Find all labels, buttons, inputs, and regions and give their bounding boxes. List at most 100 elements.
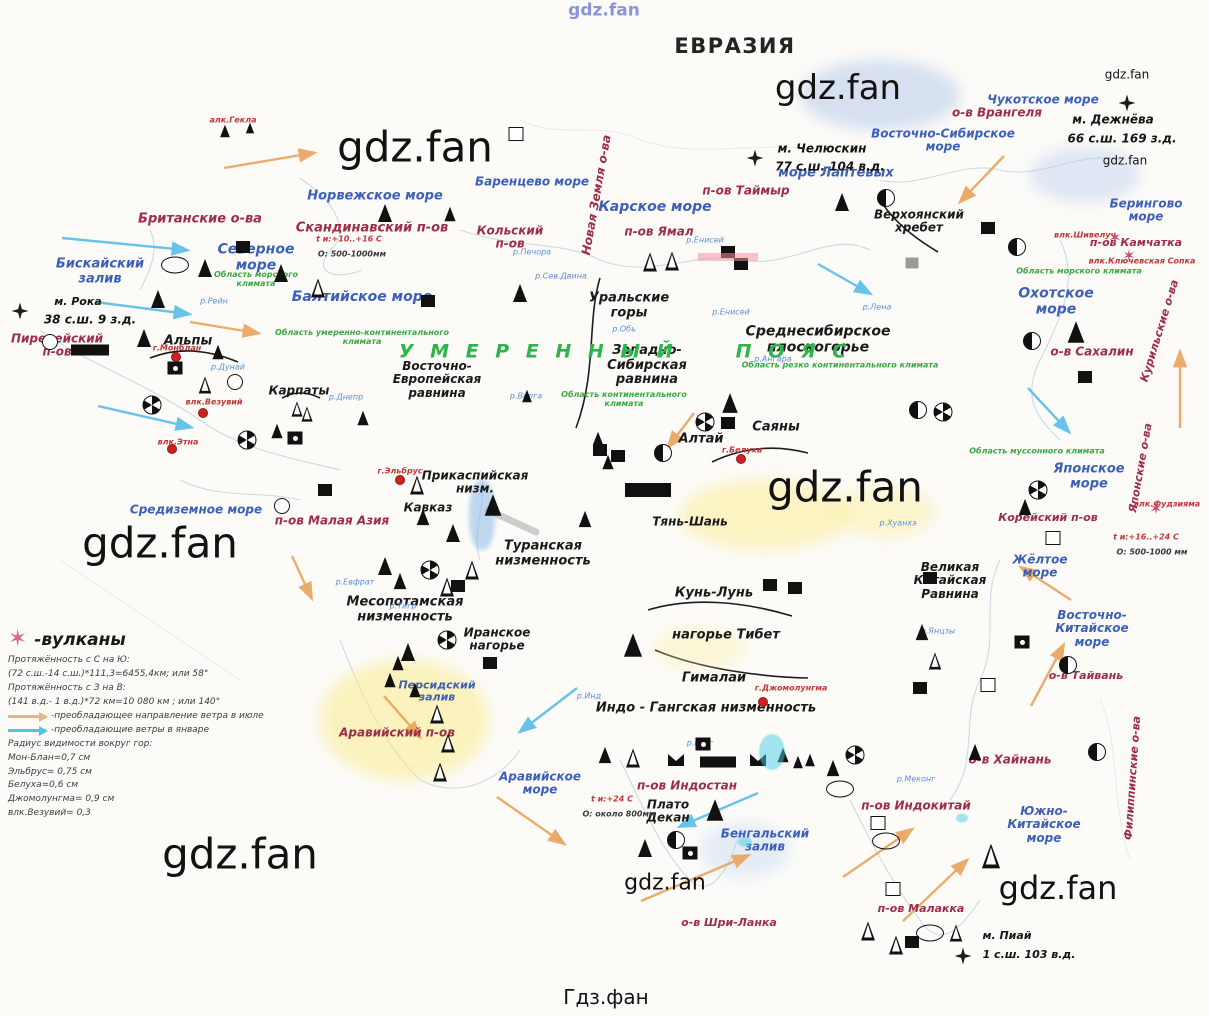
- map-title: ЕВРАЗИЯ: [674, 34, 796, 59]
- sea-label: Японское море: [1053, 461, 1125, 491]
- mountain-peak-symbol: [638, 839, 652, 857]
- mineral-square-symbol: [923, 572, 937, 584]
- mountain-peak-symbol: [722, 393, 738, 413]
- mountain-peak-outline-symbol: [928, 652, 942, 670]
- watermark: gdz.fan: [1102, 153, 1148, 168]
- mineral-circle-symbol: [42, 334, 58, 350]
- mountain-peak-symbol: [384, 672, 396, 688]
- legend-line: Протяжённость с С на Ю:: [8, 654, 288, 668]
- region-label: о-в Шри-Ланка: [681, 915, 777, 929]
- mountain-peak-outline-symbol: [643, 252, 657, 272]
- legend-line: Мон-Блан=0,7 см: [8, 752, 288, 766]
- legend-volcano-label: -вулканы: [34, 629, 126, 650]
- legend-line-text: (141 в.д.- 1 в.д.)*72 км=10 080 км ; или…: [8, 696, 221, 707]
- mineral-square-symbol: [318, 484, 332, 496]
- july-wind-arrow: [902, 857, 970, 922]
- mountain-peak-symbol: [393, 572, 407, 590]
- mountain-peak-symbol: [409, 682, 421, 698]
- sea-label: Средиземное море: [129, 502, 263, 517]
- july-wind-arrow-icon: [8, 711, 48, 722]
- sea-label: Бенгальский залив: [720, 826, 810, 854]
- ridge-bar-symbol: [625, 483, 671, 497]
- volcano-icon: [1149, 501, 1162, 517]
- half-circle-mineral-symbol: [667, 831, 685, 849]
- relief-label: Западно- Сибирская равнина: [607, 343, 687, 388]
- mountain-peak-outline-symbol: [433, 762, 447, 782]
- july-wind-arrow: [1029, 641, 1066, 707]
- river-label: р.Дунай: [211, 362, 245, 372]
- map-legend: -вулканы Протяжённость с С на Ю: (72 с.ш.…: [8, 628, 288, 821]
- mountain-peak-symbol: [593, 431, 603, 445]
- peak-label: г.Белуха: [721, 445, 763, 455]
- uranium-ore-symbol: [420, 560, 440, 580]
- river-label: р.Меконг: [896, 774, 936, 784]
- sea-label: Берингово море: [1109, 196, 1183, 224]
- region-label: о-в Врангеля: [951, 105, 1043, 120]
- oil-field-symbol: [916, 924, 944, 942]
- peak-dot-symbol: [395, 475, 405, 485]
- mountain-peak-symbol: [513, 284, 527, 302]
- peak-label: влк.Ключевская Сопка: [1088, 256, 1196, 266]
- legend-line-text: -преобладающие ветры в январе: [51, 724, 210, 735]
- legend-line-text: Белуха=0,6 см: [8, 780, 79, 791]
- river-label: р.Днепр: [328, 392, 364, 402]
- river-label: р.Енисей: [712, 307, 750, 317]
- july-wind-arrow: [223, 148, 318, 170]
- mountain-peak-outline-symbol: [981, 843, 1001, 869]
- half-circle-mineral-symbol: [877, 189, 895, 207]
- peak-dot-symbol: [758, 697, 768, 707]
- uranium-ore-symbol: [437, 630, 457, 650]
- legend-line-text: Джомолунгма= 0,9 см: [8, 794, 115, 805]
- climate-area-label: Область морского климата: [1016, 266, 1142, 276]
- climate-area-label: Область муссонного климата: [969, 446, 1105, 456]
- river-label: р.Хуанхэ: [879, 518, 917, 528]
- ore-square-symbol: [1014, 635, 1030, 649]
- mountain-peak-symbol: [623, 633, 643, 657]
- ore-square-symbol: [695, 737, 711, 751]
- watermark: gdz.fan: [767, 462, 923, 512]
- relief-label: нагорье Тибет: [672, 627, 780, 643]
- river-label: р.Ангара: [754, 354, 792, 364]
- watermark: gdz.fan: [337, 122, 493, 172]
- mountain-peak-outline-symbol: [430, 704, 444, 724]
- relief-label: Плато Декан: [646, 797, 690, 825]
- legend-line-text: Протяжённость с З на В:: [8, 682, 126, 693]
- legend-line: Протяжённость с З на В:: [8, 682, 288, 696]
- half-circle-mineral-symbol: [909, 401, 927, 419]
- mineral-square-symbol: [1078, 371, 1092, 383]
- half-circle-mineral-symbol: [1023, 332, 1041, 350]
- mountain-peak-symbol: [198, 259, 212, 277]
- uranium-ore-symbol: [1028, 480, 1048, 500]
- volcano-icon: [8, 628, 27, 651]
- relief-label: Тянь-Шань: [652, 514, 728, 529]
- sea-tint: [800, 60, 960, 130]
- mineral-square-symbol: [451, 580, 465, 592]
- relief-label: Туранская низменность: [495, 538, 591, 568]
- sea-label: Восточно-Сибирское море: [871, 126, 1015, 154]
- ridge-bar-symbol: [700, 756, 736, 768]
- mountain-peak-symbol: [271, 423, 283, 439]
- mineral-square-outline-symbol: [870, 816, 886, 830]
- july-wind-arrow: [640, 854, 752, 903]
- legend-line: -преобладающее направление ветра в июле: [8, 710, 288, 724]
- river-label: р.Енисей: [686, 235, 724, 245]
- river-label: р.Янцзы: [920, 626, 956, 636]
- july-wind-arrow: [666, 412, 695, 450]
- sea-label: Норвежское море: [307, 188, 443, 204]
- mountain-peak-outline-symbol: [301, 406, 313, 422]
- cape-label: м. Пиай: [982, 928, 1032, 942]
- region-label: п-ов Ямал: [624, 224, 694, 239]
- peak-dot-symbol: [167, 444, 177, 454]
- mountain-peak-symbol: [484, 494, 502, 516]
- relief-label: Кавказ: [403, 500, 453, 515]
- mineral-square-symbol: [611, 450, 625, 462]
- mineral-square-symbol: [593, 444, 607, 456]
- temperature-note: t и:+10..+16 С: [316, 234, 382, 244]
- mineral-square-symbol: [236, 241, 250, 253]
- july-wind-arrow: [290, 555, 314, 602]
- sea-label: Восточно- Китайское море: [1055, 607, 1129, 649]
- mountain-peak-symbol: [1018, 498, 1032, 516]
- mountain-peak-outline-symbol: [311, 278, 325, 298]
- mountain-peak-symbol: [602, 454, 614, 470]
- temperature-note: t и:+24 С: [591, 794, 633, 804]
